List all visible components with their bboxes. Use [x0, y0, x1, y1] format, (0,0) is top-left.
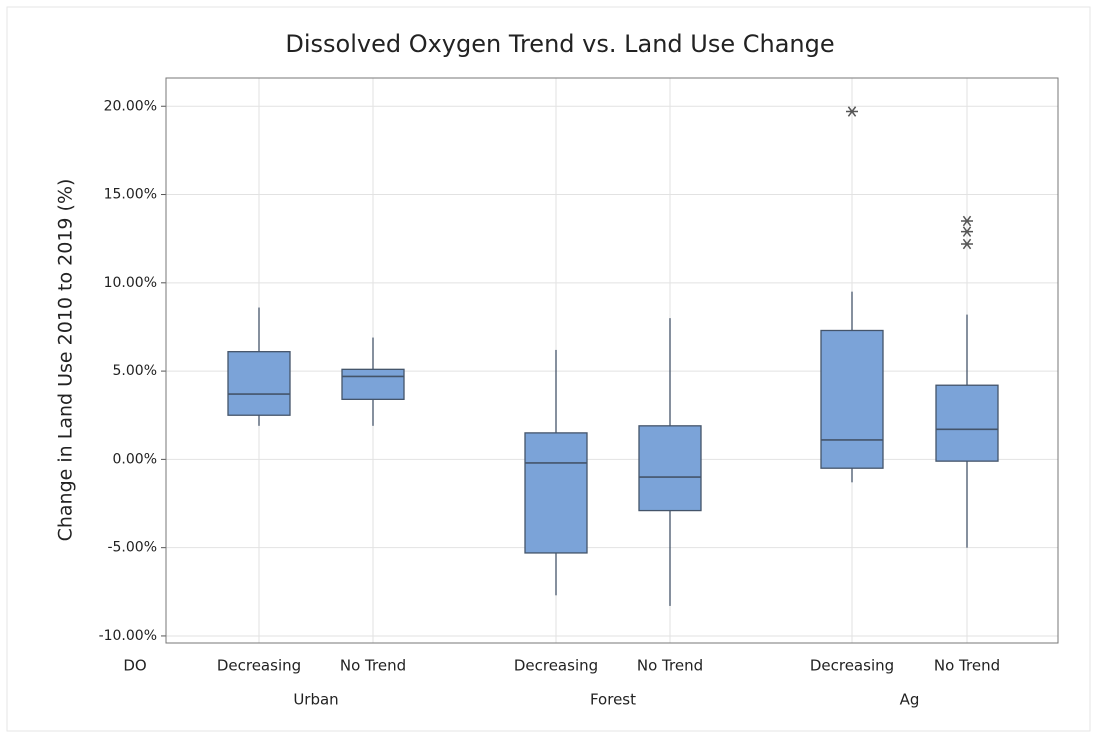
- y-axis-label: Change in Land Use 2010 to 2019 (%): [55, 179, 77, 542]
- box: [638, 425, 702, 512]
- box: [227, 351, 291, 416]
- x-tick-label: No Trend: [340, 657, 406, 675]
- x-tick-label: Decreasing: [810, 657, 894, 675]
- y-tick-label: 5.00%: [113, 363, 157, 379]
- outlier: [846, 106, 858, 117]
- y-tick-label: 15.00%: [104, 187, 157, 203]
- group-label: Ag: [900, 691, 920, 709]
- y-tick-label: -5.00%: [107, 540, 157, 556]
- box: [820, 329, 884, 469]
- plot-frame: [165, 77, 1059, 644]
- y-tick-label: 0.00%: [113, 451, 157, 467]
- outlier: [961, 226, 973, 237]
- outlier: [961, 215, 973, 227]
- box: [935, 384, 999, 462]
- box: [524, 432, 588, 554]
- y-tick-label: -10.00%: [99, 628, 157, 644]
- x-tick-label: Decreasing: [514, 657, 598, 675]
- y-tick-label: 20.00%: [104, 98, 157, 114]
- x-tick-label: No Trend: [637, 657, 703, 675]
- outlier: [961, 238, 973, 250]
- x-tick-label: Decreasing: [217, 657, 301, 675]
- x-axis-label: DO: [123, 657, 146, 675]
- group-label: Urban: [293, 691, 338, 709]
- x-tick-label: No Trend: [934, 657, 1000, 675]
- y-tick-label: 10.00%: [104, 275, 157, 291]
- group-label: Forest: [590, 691, 636, 709]
- box: [341, 368, 405, 400]
- chart-title: Dissolved Oxygen Trend vs. Land Use Chan…: [285, 30, 834, 58]
- frame: [6, 6, 1091, 732]
